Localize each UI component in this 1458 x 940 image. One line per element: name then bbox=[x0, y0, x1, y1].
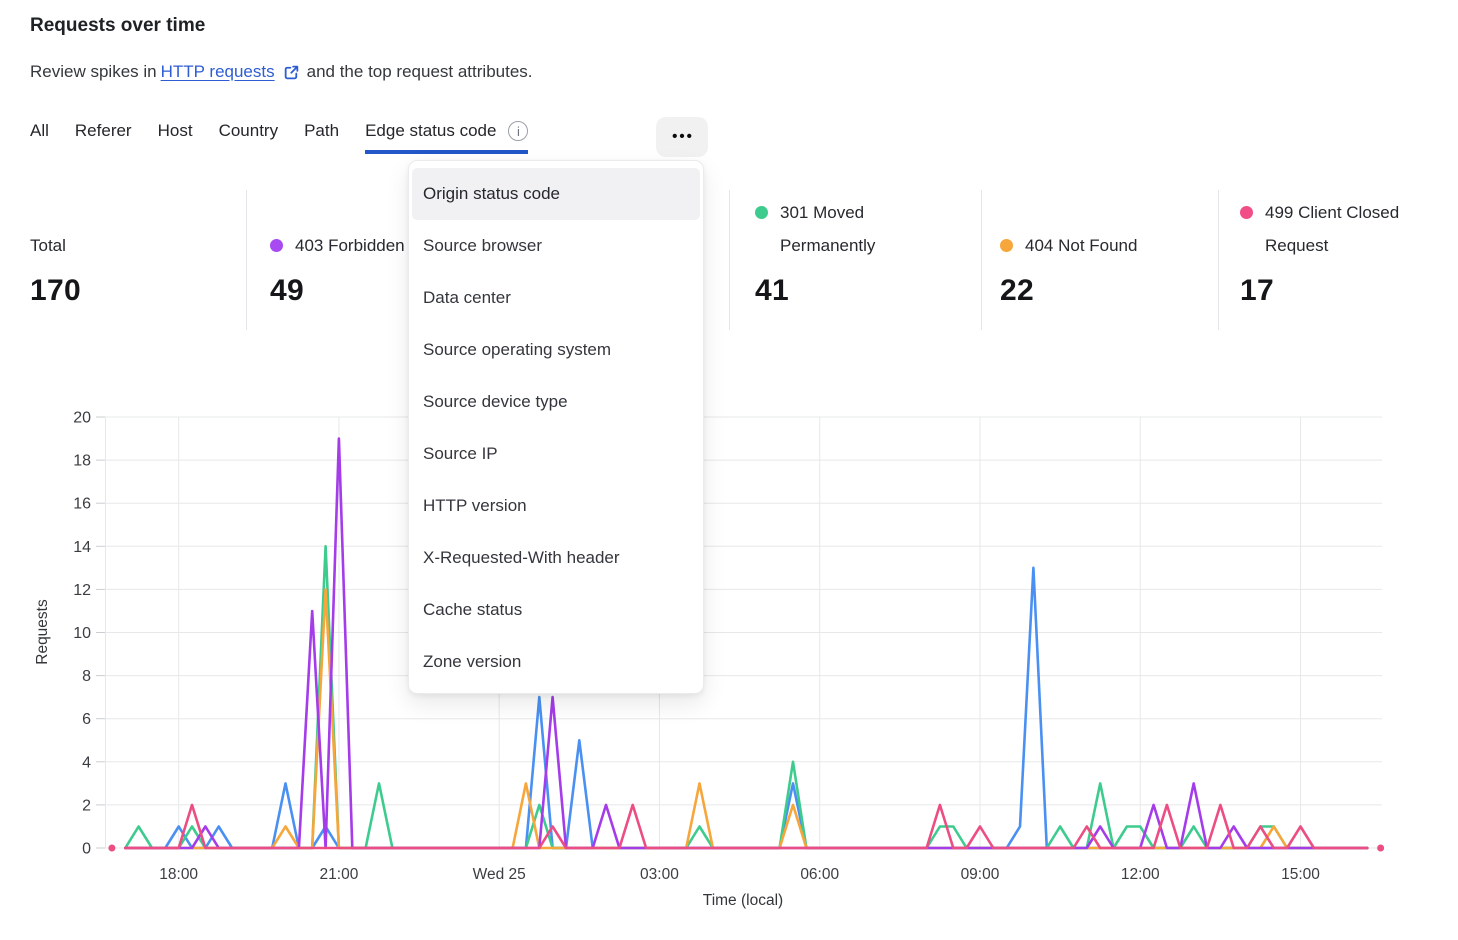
y-axis-title: Requests bbox=[34, 599, 51, 665]
stat-403-forbidden: 403 Forbidden 49 bbox=[270, 196, 495, 308]
y-tick-label: 16 bbox=[73, 496, 91, 513]
x-tick-label: 12:00 bbox=[1121, 866, 1160, 883]
series-line-403-forbidden bbox=[124, 437, 1369, 850]
tab-host[interactable]: Host bbox=[157, 121, 193, 140]
status-dot-301 bbox=[755, 206, 768, 219]
more-tabs-button[interactable]: ••• bbox=[656, 117, 708, 157]
subtitle-prefix: Review spikes in bbox=[30, 62, 157, 81]
y-tick-label: 18 bbox=[73, 453, 91, 470]
menu-item-source-operating-system[interactable]: Source operating system bbox=[423, 340, 612, 359]
stat-total-value: 170 bbox=[30, 274, 81, 307]
x-tick-label: 15:00 bbox=[1281, 866, 1320, 883]
x-tick-label: 21:00 bbox=[320, 866, 359, 883]
stat-total: Total 170 bbox=[30, 196, 81, 308]
menu-item-origin-status-code[interactable]: Origin status code bbox=[412, 168, 700, 220]
y-tick-label: 6 bbox=[82, 711, 91, 728]
menu-item-source-browser[interactable]: Source browser bbox=[423, 236, 543, 255]
menu-item-data-center[interactable]: Data center bbox=[423, 288, 511, 307]
menu-item-zone-version[interactable]: Zone version bbox=[423, 652, 522, 671]
y-tick-label: 2 bbox=[82, 797, 91, 814]
stat-404-label: 404 Not Found bbox=[1025, 236, 1138, 255]
menu-item-http-version[interactable]: HTTP version bbox=[423, 496, 527, 515]
info-icon[interactable]: i bbox=[508, 121, 529, 141]
tab-edge-status-code-label: Edge status code bbox=[365, 121, 497, 140]
menu-item-cache-status[interactable]: Cache status bbox=[423, 600, 523, 619]
y-tick-label: 20 bbox=[73, 410, 91, 427]
stat-403-label: 403 Forbidden bbox=[295, 236, 405, 255]
series-line-301-moved-permanently bbox=[124, 544, 1369, 850]
x-tick-label: 06:00 bbox=[800, 866, 839, 883]
x-tick-label: 18:00 bbox=[159, 866, 198, 883]
stat-403-value: 49 bbox=[270, 274, 304, 307]
stat-404-value: 22 bbox=[1000, 274, 1034, 307]
y-tick-label: 12 bbox=[73, 582, 91, 599]
status-dot-403 bbox=[270, 239, 283, 252]
stat-499-label: 499 Client Closed Request bbox=[1265, 203, 1400, 255]
stat-499-client-closed-request: 499 Client Closed Request 17 bbox=[1240, 196, 1430, 308]
y-tick-label: 14 bbox=[73, 539, 91, 556]
series-endpoint-dot bbox=[108, 844, 116, 852]
tab-country[interactable]: Country bbox=[218, 121, 279, 140]
y-tick-label: 0 bbox=[82, 841, 91, 858]
tab-referer[interactable]: Referer bbox=[74, 121, 132, 140]
menu-item-source-ip[interactable]: Source IP bbox=[423, 444, 498, 463]
tab-all[interactable]: All bbox=[30, 121, 49, 140]
status-dot-404 bbox=[1000, 239, 1013, 252]
y-tick-label: 10 bbox=[73, 625, 91, 642]
stat-301-moved-permanently: 301 Moved Permanently 41 bbox=[755, 196, 915, 308]
subtitle-suffix: and the top request attributes. bbox=[306, 62, 533, 81]
x-tick-label: 09:00 bbox=[961, 866, 1000, 883]
stat-divider bbox=[1218, 190, 1219, 330]
external-link-icon bbox=[283, 64, 300, 81]
tab-path[interactable]: Path bbox=[304, 121, 340, 140]
page-title: Requests over time bbox=[30, 15, 206, 36]
x-tick-label: 03:00 bbox=[640, 866, 679, 883]
stat-404-not-found: 404 Not Found 22 bbox=[1000, 196, 1137, 308]
stat-499-value: 17 bbox=[1240, 274, 1274, 307]
menu-item-source-device-type[interactable]: Source device type bbox=[423, 392, 568, 411]
tab-edge-status-code[interactable]: Edge status code i bbox=[365, 121, 529, 154]
attribute-tabs: All Referer Host Country Path Edge statu… bbox=[30, 121, 529, 154]
stat-divider bbox=[246, 190, 247, 330]
menu-item-x-requested-with-header[interactable]: X-Requested-With header bbox=[423, 548, 620, 567]
stat-total-label: Total bbox=[30, 236, 66, 255]
y-tick-label: 4 bbox=[82, 754, 91, 771]
http-requests-link[interactable]: HTTP requests bbox=[160, 62, 275, 81]
series-endpoint-dot bbox=[1377, 844, 1385, 852]
stat-301-value: 41 bbox=[755, 274, 789, 307]
series-line-499-client-closed-request bbox=[124, 803, 1369, 850]
status-dot-499 bbox=[1240, 206, 1253, 219]
attribute-dropdown-menu: Origin status code Source browser Data c… bbox=[408, 160, 704, 694]
x-tick-label: Wed 25 bbox=[473, 866, 526, 883]
x-axis-title: Time (local) bbox=[703, 892, 783, 909]
series-line-unlabeled bbox=[124, 566, 1369, 850]
stat-divider bbox=[981, 190, 982, 330]
stat-divider bbox=[729, 190, 730, 330]
stat-301-label: 301 Moved Permanently bbox=[780, 203, 876, 255]
subtitle: Review spikes in HTTP requests and the t… bbox=[30, 62, 533, 82]
y-tick-label: 8 bbox=[82, 668, 91, 685]
